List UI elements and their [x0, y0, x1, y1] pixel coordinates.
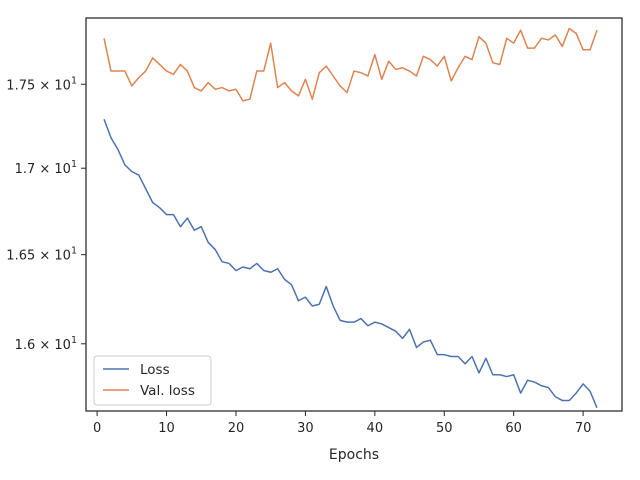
- x-tick-label: 10: [158, 421, 175, 436]
- legend-label-1: Loss: [140, 362, 170, 378]
- y-axis: 1.6 × 101 1.65 × 101 1.7 × 101 1.75 × 101: [6, 75, 86, 353]
- plot-lines: [103, 27, 598, 409]
- plot-frame: [85, 17, 623, 412]
- x-tick-label: 30: [297, 421, 314, 436]
- x-tick-label: 70: [575, 421, 592, 436]
- legend-label-2: Val. loss: [140, 383, 195, 399]
- x-axis: 0 10 20 30 40 50 60 70: [93, 411, 591, 436]
- legend: Loss Val. loss: [93, 355, 212, 406]
- series-line-2: [103, 27, 598, 102]
- series-line-1: [103, 118, 598, 409]
- x-tick-label: 0: [93, 421, 101, 436]
- x-axis-label: Epochs: [329, 447, 379, 463]
- x-tick-label: 40: [367, 421, 384, 436]
- y-tick-label: 1.6 × 101: [15, 335, 77, 353]
- y-tick-label: 1.7 × 101: [15, 159, 77, 177]
- x-tick-label: 60: [505, 421, 522, 436]
- y-tick-label: 1.65 × 101: [6, 246, 77, 264]
- x-tick-label: 20: [228, 421, 245, 436]
- x-tick-label: 50: [436, 421, 453, 436]
- y-tick-label: 1.75 × 101: [6, 75, 77, 93]
